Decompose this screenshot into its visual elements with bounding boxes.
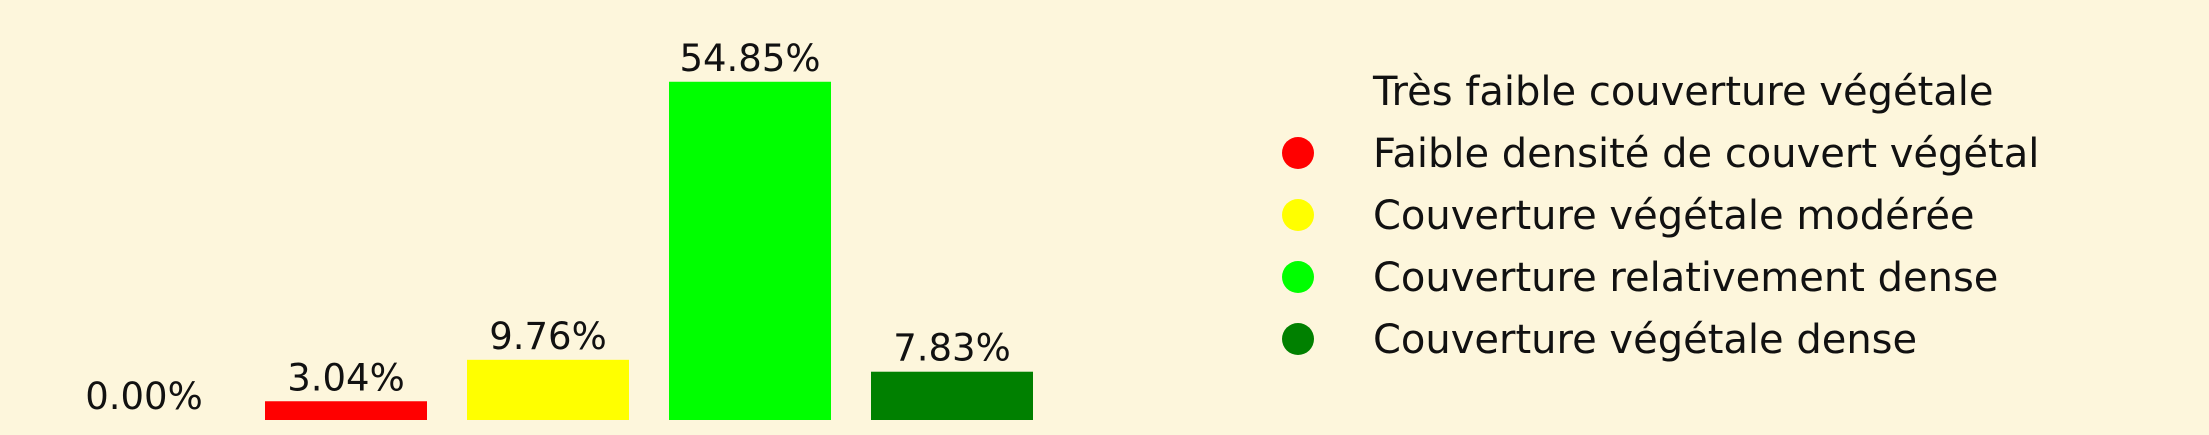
legend-marker-3 — [1282, 199, 1314, 231]
bars-group — [265, 81, 1033, 420]
bar-value-label-4: 54.85% — [679, 37, 820, 80]
chart-legend: Très faible couverture végétale Faible de… — [1282, 69, 2039, 363]
bar-5 — [871, 371, 1033, 420]
legend-item-4: Couverture relativement dense — [1282, 255, 1998, 301]
bar-3 — [467, 359, 629, 420]
bar-2 — [265, 401, 427, 420]
bar-value-label-1: 0.00% — [85, 375, 203, 418]
bar-value-label-5: 7.83% — [893, 327, 1011, 370]
legend-item-1: Très faible couverture végétale — [1282, 69, 1994, 115]
bar-value-label-3: 9.76% — [489, 315, 607, 358]
legend-label-4: Couverture relativement dense — [1373, 255, 1998, 301]
legend-marker-1 — [1282, 75, 1314, 107]
legend-item-5: Couverture végétale dense — [1282, 317, 1917, 363]
legend-label-5: Couverture végétale dense — [1373, 317, 1917, 363]
legend-marker-4 — [1282, 261, 1314, 293]
legend-label-3: Couverture végétale modérée — [1373, 193, 1975, 239]
bar-value-label-2: 3.04% — [287, 356, 405, 399]
legend-marker-2 — [1282, 137, 1314, 169]
bar-value-labels: 0.00% 3.04% 9.76% 54.85% 7.83% — [85, 37, 1011, 418]
legend-marker-5 — [1282, 323, 1314, 355]
legend-label-1: Très faible couverture végétale — [1372, 69, 1994, 115]
legend-label-2: Faible densité de couvert végétal — [1373, 131, 2039, 177]
legend-item-2: Faible densité de couvert végétal — [1282, 131, 2039, 177]
bar-4 — [669, 81, 831, 420]
legend-item-3: Couverture végétale modérée — [1282, 193, 1975, 239]
